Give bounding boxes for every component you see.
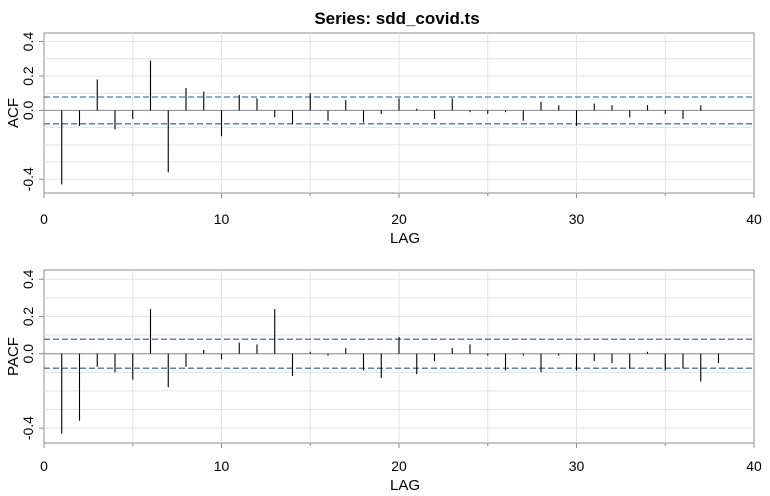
pacf-x-tick-label: 40	[746, 458, 762, 474]
acf-x-tick-label: 20	[391, 211, 407, 227]
acf-x-tick-label: 10	[214, 211, 230, 227]
pacf-x-tick-label: 0	[40, 458, 48, 474]
acf-y-tick-label: 0.4	[20, 32, 36, 52]
pacf-x-tick-label: 10	[214, 458, 230, 474]
plot-title: Series: sdd_covid.ts	[314, 9, 479, 28]
acf-y-tick-label: -0.4	[20, 167, 36, 191]
acf-x-axis-label: LAG	[390, 230, 420, 247]
pacf-y-axis-label: PACF	[5, 337, 22, 376]
pacf-x-tick-label: 30	[569, 458, 585, 474]
pacf-y-tick-label: -0.4	[20, 416, 36, 440]
pacf-y-tick-label: 0.4	[20, 269, 36, 289]
acf-x-tick-label: 30	[569, 211, 585, 227]
pacf-y-tick-label: 0.2	[20, 307, 36, 327]
acf-y-tick-label: 0.2	[20, 66, 36, 86]
acf-x-tick-label: 40	[746, 211, 762, 227]
acf-y-axis-label: ACF	[5, 98, 22, 128]
pacf-y-tick-label: 0.0	[20, 344, 36, 364]
acf-panel: 0 10 20 30 40 -0.4 0.0 0.2 0.4 LAG ACF	[5, 32, 762, 247]
acf-x-tick-label: 0	[40, 211, 48, 227]
pacf-panel: 0 10 20 30 40 -0.4 0.0 0.2 0.4 LAG PACF	[5, 269, 762, 494]
acf-y-tick-label: 0.0	[20, 100, 36, 120]
pacf-x-axis-label: LAG	[390, 477, 420, 494]
pacf-x-tick-label: 20	[391, 458, 407, 474]
